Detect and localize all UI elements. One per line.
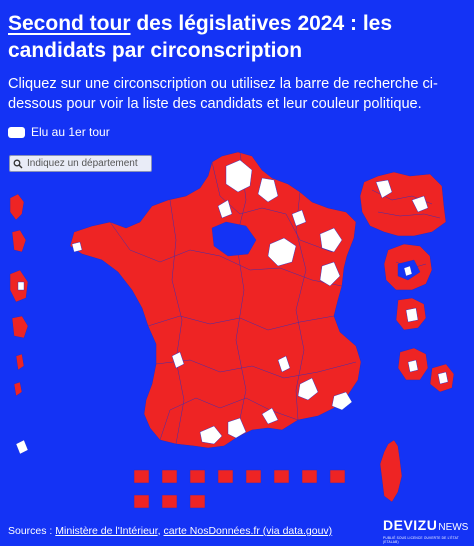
corsica[interactable] <box>379 439 403 503</box>
abroad-circ-6[interactable] <box>273 469 290 484</box>
elected-first-round-areas[interactable] <box>15 159 449 455</box>
elected-pc-inset-2 <box>403 265 413 277</box>
elected-guyane <box>17 281 25 291</box>
abroad-circ-10[interactable] <box>161 494 178 509</box>
elected-idf-inset-2 <box>411 195 429 213</box>
legend: Elu au 1er tour <box>8 125 110 139</box>
circonscriptions-map[interactable] <box>0 148 474 523</box>
title-rest: des législatives 2024 : les candidats pa… <box>8 12 393 62</box>
elected-mayotte <box>15 439 29 455</box>
elected-var <box>331 391 353 411</box>
overseas-martinique[interactable] <box>11 229 27 253</box>
logo-brand-suffix: NEWS <box>438 522 469 533</box>
abroad-circ-3[interactable] <box>189 469 206 484</box>
elected-reims <box>291 209 307 227</box>
overseas-mayotte[interactable] <box>15 353 25 371</box>
elected-languedoc <box>261 407 279 425</box>
ile-de-france-inset[interactable] <box>359 171 447 237</box>
abroad-circ-1[interactable] <box>133 469 150 484</box>
elected-rhone <box>277 355 291 373</box>
devizu-logo: DEVIZUNEWS PUBLIÉ SOUS LICENCE OUVERTE D… <box>383 517 469 544</box>
legend-label: Elu au 1er tour <box>31 125 110 139</box>
elected-alpes <box>297 377 319 401</box>
elected-bretagne <box>71 241 83 253</box>
footer-sources: Sources : Ministère de l'Intérieur, cart… <box>8 525 332 537</box>
elected-north-area <box>225 159 253 193</box>
elected-pyrenees-1 <box>199 425 223 445</box>
elected-centre <box>171 351 185 369</box>
search-input[interactable] <box>23 156 147 171</box>
elected-marseille-inset <box>407 359 419 373</box>
elected-north-area-2 <box>257 177 279 203</box>
constituency-borders <box>109 151 441 445</box>
overseas-guadeloupe[interactable] <box>9 193 25 221</box>
elected-paris-region <box>211 221 257 257</box>
elected-champagne <box>267 237 297 267</box>
abroad-circ-2[interactable] <box>161 469 178 484</box>
search-icon <box>13 159 23 168</box>
elected-pyrenees-2 <box>227 417 247 439</box>
title-highlight: Second tour <box>8 12 131 35</box>
overseas-spm[interactable] <box>13 381 23 397</box>
abroad-circ-4[interactable] <box>217 469 234 484</box>
overseas-reunion[interactable] <box>11 315 29 339</box>
metropolitan-france[interactable] <box>69 151 362 449</box>
elected-lyon-inset <box>405 307 419 323</box>
abroad-circ-8[interactable] <box>329 469 346 484</box>
source-link-interieur[interactable]: Ministère de l'Intérieur <box>55 525 158 537</box>
page-subtitle: Cliquez sur une circonscription ou utili… <box>8 76 438 112</box>
page-title: Second tour des législatives 2024 : les … <box>8 10 466 64</box>
source-link-nosdonnees[interactable]: carte NosDonnées.fr (via data.gouv) <box>163 525 333 537</box>
abroad-circ-11[interactable] <box>189 494 206 509</box>
logo-tagline: PUBLIÉ SOUS LICENCE OUVERTE DE L'ÉTAT (E… <box>383 536 459 544</box>
abroad-circ-5[interactable] <box>245 469 262 484</box>
legend-swatch-white <box>8 126 25 138</box>
elected-picardie <box>217 199 233 219</box>
logo-brand: DEVIZU <box>383 517 438 533</box>
elected-toulouse-inset <box>437 371 449 385</box>
elected-alsace <box>319 261 341 287</box>
abroad-circ-9[interactable] <box>133 494 150 509</box>
footer-sep: , <box>157 525 164 537</box>
footer-prefix: Sources : <box>8 525 56 537</box>
elected-idf-inset-1 <box>375 179 393 199</box>
department-search[interactable] <box>9 155 152 172</box>
abroad-circ-7[interactable] <box>301 469 318 484</box>
elected-lorraine <box>319 227 343 253</box>
